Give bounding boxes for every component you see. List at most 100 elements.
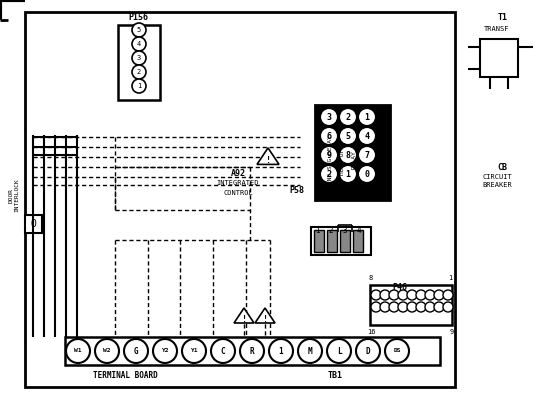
Text: Y2: Y2 (161, 348, 169, 354)
Text: INTEGRATED: INTEGRATED (217, 180, 259, 186)
Circle shape (298, 339, 322, 363)
Text: 1: 1 (315, 226, 319, 235)
Circle shape (320, 108, 338, 126)
Text: T-STAT HEAT STG: T-STAT HEAT STG (316, 132, 321, 188)
Circle shape (339, 127, 357, 145)
Polygon shape (257, 148, 279, 164)
Text: 2: 2 (346, 113, 351, 122)
Circle shape (358, 165, 376, 183)
Circle shape (425, 302, 435, 312)
Circle shape (434, 290, 444, 300)
Circle shape (407, 302, 417, 312)
Text: !: ! (265, 156, 270, 164)
Text: 4: 4 (137, 41, 141, 47)
Text: R: R (250, 346, 254, 356)
Text: L: L (337, 346, 341, 356)
Circle shape (389, 290, 399, 300)
Text: TB1: TB1 (327, 371, 342, 380)
Circle shape (356, 339, 380, 363)
Circle shape (389, 302, 399, 312)
Bar (25, 12, 455, 387)
Circle shape (124, 339, 148, 363)
Bar (311, 227, 371, 255)
Circle shape (398, 302, 408, 312)
Circle shape (320, 165, 338, 183)
Text: O: O (30, 219, 36, 229)
Text: TRANSF: TRANSF (484, 26, 510, 32)
Circle shape (358, 127, 376, 145)
Text: 1: 1 (279, 346, 283, 356)
Circle shape (95, 339, 119, 363)
Text: 2: 2 (329, 226, 334, 235)
Circle shape (132, 37, 146, 51)
Text: W1: W1 (74, 348, 82, 354)
Circle shape (385, 339, 409, 363)
Bar (480, 39, 518, 77)
Text: P156: P156 (128, 13, 148, 21)
Bar (65, 337, 440, 365)
Circle shape (371, 290, 381, 300)
Text: 9: 9 (450, 329, 454, 335)
Text: 7: 7 (365, 150, 370, 160)
Text: C: C (220, 346, 225, 356)
Text: 8: 8 (346, 150, 351, 160)
Text: M: M (307, 346, 312, 356)
Text: 3: 3 (137, 55, 141, 61)
Text: !: ! (263, 314, 268, 324)
Circle shape (358, 108, 376, 126)
Circle shape (425, 290, 435, 300)
Text: CB: CB (497, 162, 507, 171)
Circle shape (132, 23, 146, 37)
Text: 2: 2 (326, 169, 331, 179)
Circle shape (443, 290, 453, 300)
Text: T1: T1 (498, 13, 508, 21)
Text: BREAKER: BREAKER (482, 182, 512, 188)
Circle shape (339, 146, 357, 164)
Circle shape (320, 127, 338, 145)
Text: 8: 8 (369, 275, 373, 281)
Bar (327, 230, 337, 252)
Circle shape (371, 302, 381, 312)
Text: CONTROL: CONTROL (223, 190, 253, 196)
Circle shape (211, 339, 235, 363)
Bar (315, 105, 390, 200)
Polygon shape (234, 308, 254, 323)
Text: 5: 5 (137, 27, 141, 33)
Text: TERMINAL BOARD: TERMINAL BOARD (93, 371, 157, 380)
Text: 5: 5 (346, 132, 351, 141)
Circle shape (132, 51, 146, 65)
Bar (314, 230, 324, 252)
Text: 4: 4 (357, 226, 361, 235)
Polygon shape (255, 308, 275, 323)
Circle shape (358, 146, 376, 164)
Bar (25, 215, 42, 233)
Circle shape (434, 302, 444, 312)
Text: !: ! (242, 314, 247, 324)
Bar (118, 25, 160, 100)
Circle shape (380, 302, 390, 312)
Circle shape (327, 339, 351, 363)
Circle shape (416, 290, 426, 300)
Circle shape (416, 302, 426, 312)
Text: 1: 1 (346, 169, 351, 179)
Circle shape (407, 290, 417, 300)
Text: 4: 4 (365, 132, 370, 141)
Text: 2ND STG DELAY: 2ND STG DELAY (327, 135, 332, 184)
Circle shape (320, 146, 338, 164)
Circle shape (66, 339, 90, 363)
Circle shape (240, 339, 264, 363)
Text: 1: 1 (448, 275, 452, 281)
Circle shape (132, 65, 146, 79)
Circle shape (398, 290, 408, 300)
Text: P46: P46 (392, 284, 408, 293)
Circle shape (339, 165, 357, 183)
Text: 6: 6 (326, 132, 331, 141)
Text: W2: W2 (103, 348, 111, 354)
Text: Y1: Y1 (190, 348, 198, 354)
Circle shape (269, 339, 293, 363)
Text: 9: 9 (326, 150, 331, 160)
Circle shape (380, 290, 390, 300)
Text: P58: P58 (290, 186, 305, 194)
Circle shape (182, 339, 206, 363)
Text: 3: 3 (343, 226, 347, 235)
